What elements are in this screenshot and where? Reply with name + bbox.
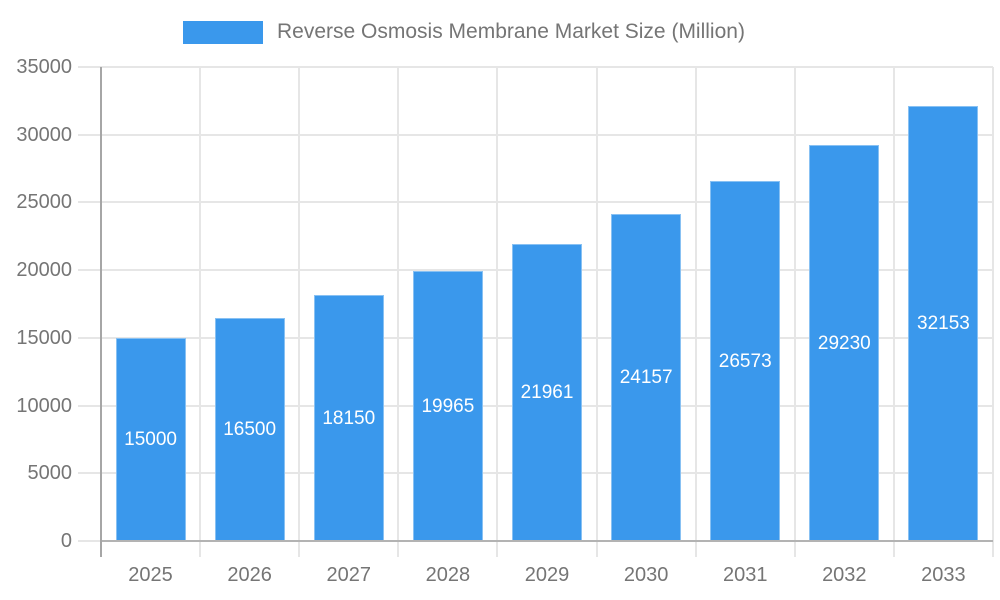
y-axis-label: 30000 xyxy=(16,123,72,146)
bar: 32153 xyxy=(908,105,979,541)
bar: 15000 xyxy=(115,337,186,541)
bar: 24157 xyxy=(611,213,682,541)
bar-value-label: 18150 xyxy=(322,408,376,430)
legend-label: Reverse Osmosis Membrane Market Size (Mi… xyxy=(277,20,745,43)
x-axis-label: 2031 xyxy=(722,564,768,586)
x-axis-line xyxy=(101,540,993,542)
bar-value-label: 15000 xyxy=(124,429,177,451)
y-axis-label: 0 xyxy=(60,530,72,552)
bar-value-label: 21961 xyxy=(520,382,574,404)
y-axis-label: 35000 xyxy=(16,56,72,78)
bar-value-label: 32153 xyxy=(917,313,970,335)
v-gridline xyxy=(694,67,697,557)
y-axis-label: 10000 xyxy=(16,394,72,417)
bar-value-label: 16500 xyxy=(223,419,277,441)
x-axis-label: 2027 xyxy=(326,564,372,586)
bar-value-label: 29230 xyxy=(817,333,871,355)
v-gridline xyxy=(595,67,598,557)
h-gridline xyxy=(78,66,993,68)
bar: 29230 xyxy=(809,145,880,541)
h-gridline xyxy=(78,201,993,204)
v-gridline xyxy=(298,67,301,557)
y-axis-label: 20000 xyxy=(16,259,72,282)
x-axis-label: 2030 xyxy=(623,564,669,586)
bar: 18150 xyxy=(313,295,384,541)
y-axis-line xyxy=(100,67,102,557)
x-axis-label: 2033 xyxy=(921,564,966,586)
x-axis-label: 2025 xyxy=(128,564,173,586)
bar: 16500 xyxy=(214,317,285,541)
bar-value-label: 24157 xyxy=(619,367,673,389)
legend-swatch xyxy=(183,20,263,44)
h-gridline xyxy=(78,133,993,136)
bar: 26573 xyxy=(710,181,781,541)
v-gridline xyxy=(199,67,202,557)
v-gridline xyxy=(397,67,400,557)
v-gridline xyxy=(496,67,499,557)
bar: 19965 xyxy=(412,270,483,541)
v-gridline xyxy=(793,67,796,557)
y-axis-label: 5000 xyxy=(27,462,73,485)
v-gridline xyxy=(992,67,994,557)
bar-value-label: 26573 xyxy=(718,351,772,373)
bar: 21961 xyxy=(512,243,582,541)
y-axis-label: 15000 xyxy=(16,326,72,349)
chart-legend: Reverse Osmosis Membrane Market Size (Mi… xyxy=(183,20,745,44)
x-axis-label: 2029 xyxy=(524,564,570,586)
bar-value-label: 19965 xyxy=(421,395,475,417)
y-axis-label: 25000 xyxy=(16,191,72,214)
y-tick xyxy=(78,540,101,542)
x-axis-label: 2028 xyxy=(425,564,471,586)
x-axis-label: 2026 xyxy=(227,564,272,586)
v-gridline xyxy=(892,67,895,557)
x-axis-label: 2032 xyxy=(822,564,867,586)
